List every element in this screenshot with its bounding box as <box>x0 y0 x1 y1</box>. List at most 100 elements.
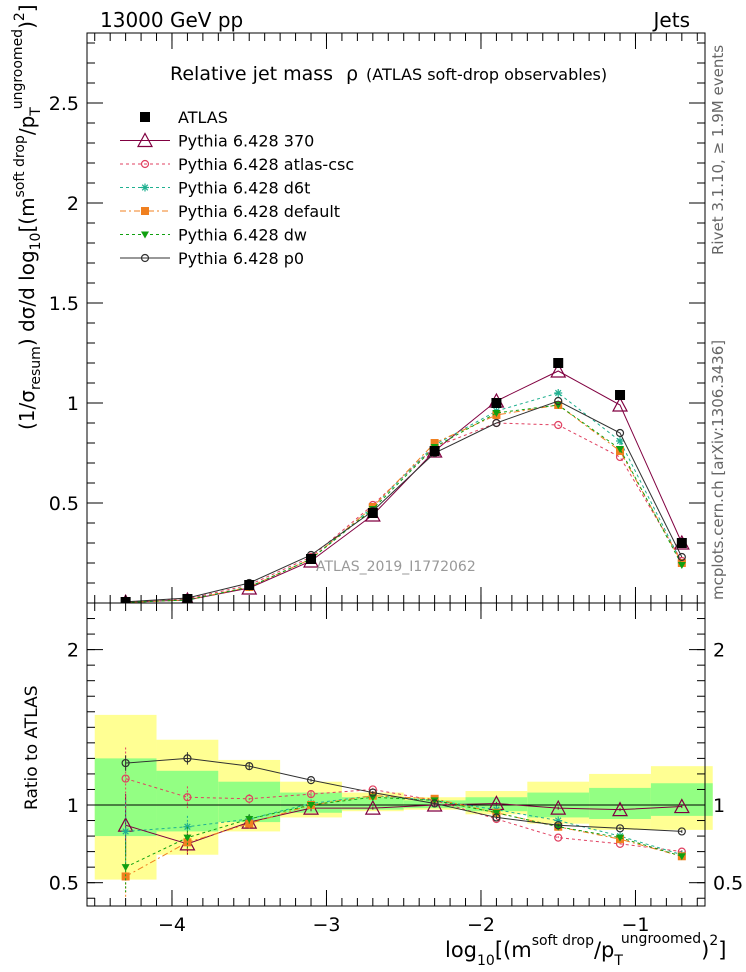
series-marker-5 <box>492 418 501 428</box>
ratio-marker-0 <box>612 801 629 817</box>
series-marker-5 <box>554 396 563 406</box>
x-tick-label: −4 <box>158 914 186 936</box>
y-tick-label-main: 1 <box>67 393 79 415</box>
ratio-marker-5 <box>430 799 439 808</box>
series-marker-0 <box>550 362 567 378</box>
ratio-marker-1 <box>554 833 563 842</box>
data-point <box>244 580 255 590</box>
analysis-label: ATLAS_2019_I1772062 <box>316 559 476 575</box>
ratio-marker-5 <box>492 813 501 822</box>
ratio-marker-5 <box>368 788 377 797</box>
ratio-line-4 <box>125 796 682 868</box>
ratio-marker-4 <box>492 809 501 817</box>
ratio-marker-1 <box>245 794 254 803</box>
data-point <box>553 358 564 368</box>
ratio-marker-0 <box>673 798 690 814</box>
y-tick-label-ratio-right: 1 <box>713 795 725 817</box>
y-tick-label-main: 2.5 <box>49 93 79 115</box>
chart-subtitle: (ATLAS soft-drop observables) <box>366 65 607 84</box>
ratio-marker-3 <box>183 838 192 847</box>
series-marker-4 <box>492 410 501 417</box>
series-line-4 <box>125 404 683 603</box>
data-point <box>306 554 317 564</box>
legend-marker-2 <box>141 183 149 192</box>
ratio-marker-4 <box>616 834 625 842</box>
series-marker-1 <box>554 420 563 430</box>
ratio-marker-1 <box>183 793 192 802</box>
y-tick-label-ratio-right: 2 <box>713 640 725 662</box>
ratio-marker-5 <box>245 762 254 771</box>
mcplots-label: mcplots.cern.ch [arXiv:1306.3436] <box>709 340 727 600</box>
legend-marker-1 <box>140 159 150 169</box>
ratio-marker-5 <box>615 824 625 833</box>
ratio-y-axis-label: Ratio to ATLAS <box>22 686 42 811</box>
legend-label-1: Pythia 6.428 atlas-csc <box>178 155 354 174</box>
y-tick-label-ratio: 0.5 <box>49 873 79 895</box>
ratio-marker-4 <box>430 797 439 805</box>
main-y-axis-label: (1/σresum) dσ/d log10[(msoft drop/pTungr… <box>10 4 44 430</box>
y-tick-label-main: 1.5 <box>49 293 79 315</box>
ratio-marker-5 <box>306 776 316 785</box>
legend-label-data: ATLAS <box>178 108 228 127</box>
y-tick-label-main: 2 <box>67 193 79 215</box>
main-plot-area <box>87 33 705 603</box>
series-marker-5 <box>677 552 686 562</box>
uncertainty-band-green <box>341 797 404 810</box>
ratio-marker-1 <box>306 790 316 799</box>
x-tick-label: −1 <box>621 914 649 936</box>
ratio-axes: 0.5 0.5 1 1 2 2 −4 −3 −2 −1 <box>49 602 743 936</box>
ratio-marker-5 <box>121 758 130 768</box>
legend: ATLAS Pythia 6.428 370 Pythia 6.428 atlas-… <box>120 108 354 268</box>
series-marker-2 <box>616 437 625 445</box>
x-axis-label: log10[(msoft drop/pTungroomed)2] <box>445 931 727 969</box>
y-tick-label-ratio-right: 0.5 <box>713 873 743 895</box>
svg-text:log10[(msoft drop/pTungroomed): log10[(msoft drop/pTungroomed)2] <box>445 931 727 969</box>
ratio-marker-4 <box>245 815 254 823</box>
ratio-frame <box>86 602 706 907</box>
ratio-marker-1 <box>121 774 130 783</box>
rivet-label: Rivet 3.1.10, ≥ 1.9M events <box>709 45 727 255</box>
legend-label-5: Pythia 6.428 p0 <box>178 249 304 268</box>
series-marker-4 <box>677 562 686 569</box>
ratio-marker-3 <box>121 872 130 881</box>
header-left: 13000 GeV pp <box>100 8 243 32</box>
chart-title: Relative jet mass <box>170 63 333 85</box>
ratio-marker-4 <box>677 853 686 861</box>
data-point <box>429 446 440 456</box>
ratio-marker-5 <box>183 754 192 763</box>
ratio-marker-4 <box>307 802 316 809</box>
data-point <box>615 390 626 400</box>
data-point <box>676 538 687 548</box>
legend-label-0: Pythia 6.428 370 <box>178 132 314 151</box>
series-marker-2 <box>554 389 563 397</box>
series-marker-0 <box>612 396 629 412</box>
data-point <box>367 508 378 518</box>
legend-label-4: Pythia 6.428 dw <box>178 226 307 245</box>
legend-marker-4 <box>141 231 149 239</box>
header-right: Jets <box>652 8 690 32</box>
series-line-3 <box>125 404 683 603</box>
legend-marker-data <box>140 112 150 122</box>
ratio-panel <box>87 603 713 906</box>
y-tick-label-main: 0.5 <box>49 493 79 515</box>
main-panel <box>87 33 705 603</box>
legend-marker-3 <box>141 207 149 215</box>
y-tick-label-ratio: 1 <box>67 795 79 817</box>
ratio-marker-5 <box>554 821 563 830</box>
svg-text:(1/σresum) dσ/d log10[(msoft d: (1/σresum) dσ/d log10[(msoft drop/pTungr… <box>10 4 44 430</box>
ratio-line-2 <box>125 795 682 856</box>
series-marker-4 <box>616 446 625 453</box>
main-series-layer <box>117 362 690 609</box>
ratio-marker-5 <box>677 827 686 836</box>
ratio-line-5 <box>125 757 682 832</box>
x-tick-label: −3 <box>312 914 340 936</box>
ratio-marker-4 <box>183 834 192 842</box>
ratio-marker-2 <box>554 816 563 825</box>
ratio-series-layer <box>117 747 690 899</box>
series-line-5 <box>125 400 683 603</box>
ratio-marker-4 <box>121 864 130 872</box>
chart-title-rho: ρ <box>346 63 358 85</box>
legend-marker-0 <box>136 132 154 148</box>
legend-label-3: Pythia 6.428 default <box>178 202 340 221</box>
